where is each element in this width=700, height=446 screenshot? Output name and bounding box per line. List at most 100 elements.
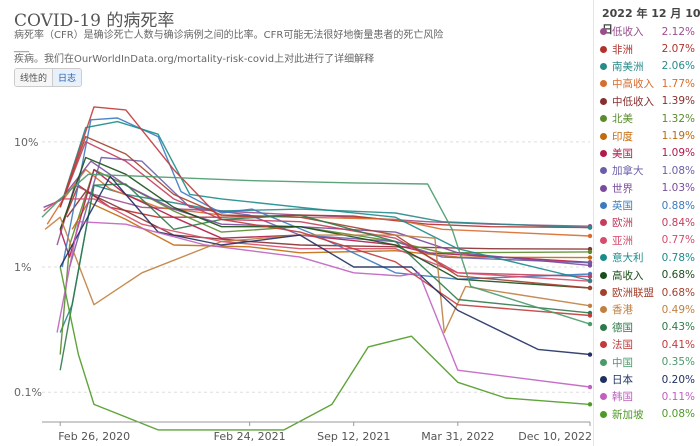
legend-dot-icon <box>600 167 607 175</box>
legend-dot-icon <box>600 115 607 123</box>
legend-series-value: 0.68% <box>661 269 695 282</box>
log-scale-button[interactable]: 日志 <box>52 69 82 86</box>
legend-series-name: 中国 <box>612 356 633 369</box>
legend-series-name: 法国 <box>612 339 633 352</box>
series-endpoint-3 <box>587 233 593 239</box>
series-line-19[interactable] <box>41 173 591 325</box>
legend-item[interactable]: 意大利 0.78% <box>594 249 700 266</box>
legend-series-value: 0.11% <box>661 390 695 403</box>
legend-dot-icon <box>600 323 607 331</box>
series-line-15[interactable] <box>59 135 591 289</box>
legend-item[interactable]: 中国 0.35% <box>594 353 700 370</box>
series-line-10[interactable] <box>61 117 591 280</box>
legend-item[interactable]: 中高收入 1.77% <box>594 75 700 92</box>
legend-series-name: 南美洲 <box>612 60 644 73</box>
legend-dot-icon <box>600 358 607 366</box>
series-endpoint-16 <box>587 303 593 309</box>
legend-series-value: 1.39% <box>661 95 695 108</box>
legend-series-value: 1.08% <box>661 164 695 177</box>
series-line-3[interactable] <box>46 168 591 237</box>
legend-item[interactable]: 日本 0.20% <box>594 371 700 388</box>
series-line-5[interactable] <box>59 168 591 355</box>
series-line-17[interactable] <box>59 183 591 371</box>
legend-series-value: 0.43% <box>661 321 695 334</box>
series-line-11[interactable] <box>59 141 591 278</box>
y-tick-label: 10% <box>14 136 38 149</box>
legend-series-name: 非洲 <box>612 43 633 56</box>
legend-series-value: 1.77% <box>661 77 695 90</box>
legend-series-name: 低收入 <box>612 26 644 39</box>
legend-dot-icon <box>600 393 607 401</box>
legend-dot-icon <box>600 97 607 105</box>
legend-series-value: 1.03% <box>661 182 695 195</box>
series-endpoint-22 <box>587 402 593 407</box>
series-line-20[interactable] <box>59 175 591 356</box>
legend-item[interactable]: 低收入 2.12% <box>594 23 700 40</box>
legend-item[interactable]: 欧洲联盟 0.68% <box>594 284 700 301</box>
legend-series-name: 北美 <box>612 113 633 126</box>
legend-series-name: 韩国 <box>612 391 633 404</box>
series-endpoint-2 <box>587 225 593 230</box>
series-endpoint-19 <box>587 321 593 327</box>
x-axis: Feb 26, 2020 Feb 24, 2021 Sep 12, 2021 Mar … <box>42 421 592 443</box>
chart-title: COVID-19 的病死率 <box>14 11 175 31</box>
legend-series-name: 欧洲联盟 <box>612 287 654 300</box>
legend-item[interactable]: 北美 1.32% <box>594 110 700 127</box>
legend-series-value: 2.12% <box>661 25 695 38</box>
legend-dot-icon <box>600 62 607 70</box>
series-line-13[interactable] <box>59 120 591 282</box>
series-endpoint-21 <box>587 384 593 390</box>
legend-series-value: 0.49% <box>661 303 695 316</box>
legend-series-value: 1.19% <box>661 130 695 143</box>
legend-item[interactable]: 世界 1.03% <box>594 180 700 197</box>
series-endpoint-18 <box>587 313 593 318</box>
legend-dot-icon <box>600 236 607 244</box>
series-endpoint-5 <box>587 249 593 255</box>
x-tick-label: Feb 26, 2020 <box>58 430 130 443</box>
series-endpoint-6 <box>587 255 593 260</box>
series-endpoint-9 <box>587 263 593 268</box>
legend-item[interactable]: 德国 0.43% <box>594 319 700 336</box>
legend-item[interactable]: 非洲 2.07% <box>594 40 700 57</box>
legend-series-value: 2.06% <box>661 60 695 73</box>
legend-item[interactable]: 韩国 0.11% <box>594 388 700 405</box>
legend-item[interactable]: 印度 1.19% <box>594 127 700 144</box>
legend-item[interactable]: 欧洲 0.84% <box>594 214 700 231</box>
scale-toggle: 线性的 日志 <box>14 68 83 87</box>
linear-scale-button[interactable]: 线性的 <box>15 69 53 86</box>
legend-item[interactable]: 新加坡 0.08% <box>594 406 700 423</box>
legend-series-value: 1.09% <box>661 147 695 160</box>
legend-series-name: 日本 <box>612 374 633 386</box>
legend-dot-icon <box>600 306 607 314</box>
series-line-8[interactable] <box>68 156 591 268</box>
series-line-7[interactable] <box>59 168 591 263</box>
legend-item[interactable]: 加拿大 1.08% <box>594 162 700 179</box>
legend-item[interactable]: 香港 0.49% <box>594 301 700 318</box>
x-tick-label: Mar 31, 2022 <box>421 430 494 443</box>
legend-item[interactable]: 南美洲 2.06% <box>594 58 700 75</box>
legend-item[interactable]: 中低收入 1.39% <box>594 93 700 110</box>
series-line-14[interactable] <box>59 156 591 289</box>
legend-series-name: 中高收入 <box>612 78 654 91</box>
legend-item[interactable]: 高收入 0.68% <box>594 266 700 283</box>
y-tick-label: 1% <box>14 261 31 274</box>
legend-dot-icon <box>600 254 607 262</box>
series-line-9[interactable] <box>43 160 591 267</box>
legend-item[interactable]: 英国 0.88% <box>594 197 700 214</box>
chart-subtitle: 病死率（CFR）是确诊死亡人数与确诊病例之间的比率。CFR可能无法很好地衡量患者… <box>14 30 454 66</box>
x-tick-label: Feb 24, 2021 <box>214 430 286 443</box>
series-line-21[interactable] <box>56 221 591 388</box>
legend-dot-icon <box>600 219 607 227</box>
legend-item[interactable]: 亚洲 0.77% <box>594 232 700 249</box>
legend-item[interactable]: 美国 1.09% <box>594 145 700 162</box>
legend-series-name: 美国 <box>612 147 633 160</box>
legend-item[interactable]: 法国 0.41% <box>594 336 700 353</box>
legend-series-name: 亚洲 <box>612 234 633 247</box>
legend-series-value: 1.32% <box>661 112 695 125</box>
legend-series-value: 0.68% <box>661 286 695 299</box>
line-chart[interactable]: 0.1% 1% 10% Feb 26, 2020 Feb 24, 2021 Sep 12… <box>0 0 593 446</box>
y-tick-label: 0.1% <box>14 386 42 399</box>
series-endpoint-11 <box>587 274 593 279</box>
grid-lines <box>42 141 590 393</box>
series-line-22[interactable] <box>59 266 591 431</box>
